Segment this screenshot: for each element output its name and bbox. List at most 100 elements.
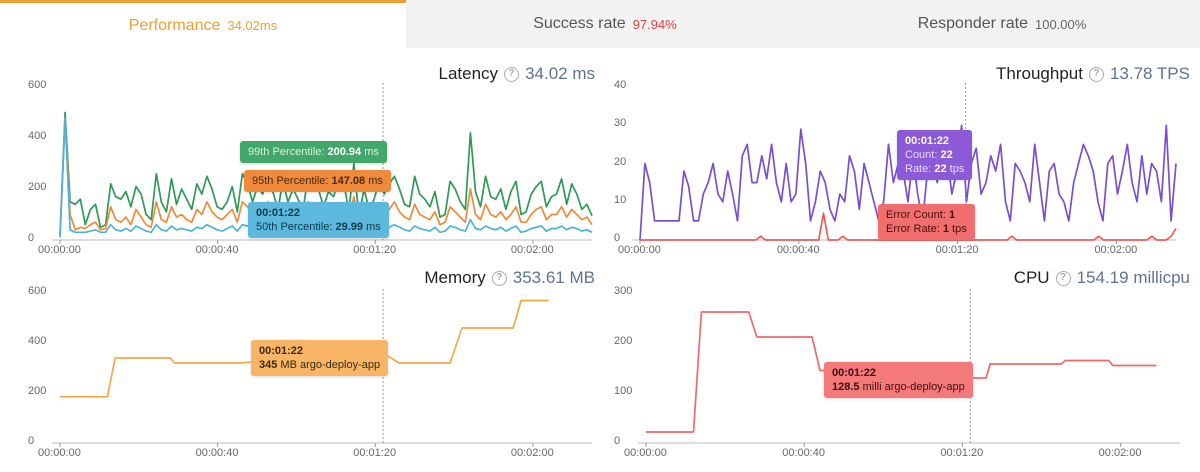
- y-tick-label: 20: [614, 155, 627, 168]
- y-tick-label: 200: [614, 335, 633, 347]
- p99-tooltip: 99th Percentile: 200.94 ms: [240, 141, 387, 163]
- chart-value: 13.78 TPS: [1109, 64, 1190, 83]
- tooltip-time: 00:01:22: [905, 135, 950, 147]
- tooltip-time: 00:01:22: [832, 367, 877, 379]
- y-tick-label: 40: [614, 79, 627, 91]
- x-tick-label: 00:00:40: [195, 244, 239, 256]
- y-tick-label: 30: [614, 117, 627, 130]
- tooltip-label: Count:: [905, 149, 938, 161]
- tooltip-value: 345: [259, 359, 278, 371]
- x-tick-label: 00:00:40: [782, 447, 826, 459]
- y-tick-label: 200: [28, 181, 47, 193]
- tab-label: Success rate: [533, 15, 626, 32]
- tab-label: Performance: [128, 16, 221, 34]
- series-line-99th-percentile[interactable]: [59, 111, 593, 235]
- throughput-chart: Throughput ? 13.78 TPS 00:01:22 Count: 2…: [610, 60, 1190, 260]
- p50-tooltip: 00:01:22 50th Percentile: 29.99 ms: [248, 202, 389, 238]
- chart-value: 353.61 MB: [512, 268, 595, 287]
- cpu-tooltip: 00:01:22 128.5 milli argo-deploy-app: [824, 362, 973, 398]
- tooltip-value: 22: [934, 163, 947, 175]
- y-tick-label: 400: [28, 335, 47, 347]
- x-tick-label: 00:00:00: [38, 447, 81, 459]
- tooltip-label: Rate:: [905, 163, 932, 175]
- tooltip-text: milli argo-deploy-app: [862, 381, 965, 393]
- help-icon[interactable]: ?: [1088, 66, 1104, 82]
- tooltip-value: 200.94: [327, 146, 362, 158]
- count-tooltip: 00:01:22 Count: 22 Rate: 22 tps: [897, 130, 973, 180]
- tooltip-value: 22: [940, 149, 953, 161]
- latency-header: Latency ? 34.02 ms: [439, 64, 595, 84]
- tab-value: 34.02ms: [227, 18, 278, 33]
- series-line-count[interactable]: [639, 124, 1177, 241]
- x-tick-label: 00:02:00: [510, 244, 554, 256]
- memory-header: Memory ? 353.61 MB: [424, 268, 595, 288]
- help-icon[interactable]: ?: [491, 270, 507, 286]
- metric-tabs: Performance 34.02ms Success rate 97.94% …: [0, 0, 1200, 48]
- x-tick-label: 00:02:00: [1098, 447, 1142, 459]
- tooltip-time: 00:01:22: [259, 345, 304, 357]
- tooltip-value: 1: [942, 223, 949, 235]
- y-tick-label: 200: [28, 385, 47, 397]
- tooltip-unit: ms: [366, 221, 381, 233]
- x-tick-label: 00:01:20: [353, 447, 397, 459]
- x-tick-label: 00:01:20: [353, 244, 397, 256]
- memory-tooltip: 00:01:22 345 MB argo-deploy-app: [251, 340, 389, 376]
- y-tick-label: 0: [614, 232, 621, 244]
- memory-chart: Memory ? 353.61 MB 00:01:22 345 MB argo-…: [10, 264, 600, 469]
- tooltip-unit: ms: [368, 175, 383, 187]
- tab-performance[interactable]: Performance 34.02ms: [0, 0, 406, 48]
- throughput-header: Throughput ? 13.78 TPS: [996, 64, 1190, 84]
- chart-title: Throughput: [996, 64, 1083, 83]
- x-tick-label: 00:01:20: [935, 244, 979, 256]
- tab-responder-rate[interactable]: Responder rate 100.00%: [804, 0, 1200, 48]
- tooltip-unit: tps: [952, 223, 967, 235]
- chart-canvas: [632, 83, 1177, 244]
- tab-success-rate[interactable]: Success rate 97.94%: [406, 0, 804, 48]
- y-tick-label: 0: [614, 435, 621, 447]
- tooltip-label: 99th Percentile:: [248, 146, 325, 158]
- tooltip-value: 147.08: [331, 175, 366, 187]
- tab-label: Responder rate: [917, 15, 1028, 32]
- x-tick-label: 00:00:00: [624, 447, 667, 459]
- x-tick-label: 00:00:40: [195, 447, 239, 459]
- tab-value: 100.00%: [1034, 16, 1087, 32]
- tab-value: 97.94%: [632, 16, 677, 32]
- error-tooltip: Error Count: 1 Error Rate: 1 tps: [878, 204, 975, 240]
- tooltip-value: 29.99: [335, 221, 364, 233]
- cpu-header: CPU ? 154.19 millicpu: [1014, 268, 1190, 288]
- help-icon[interactable]: ?: [1055, 270, 1071, 286]
- tooltip-unit: tps: [949, 163, 965, 175]
- tooltip-unit: ms: [364, 146, 379, 158]
- y-tick-label: 0: [28, 232, 35, 244]
- y-tick-label: 600: [28, 79, 47, 91]
- series-line-error-count[interactable]: [640, 212, 1177, 241]
- x-tick-label: 00:00:00: [38, 244, 81, 256]
- y-tick-label: 600: [28, 285, 47, 297]
- tooltip-time: 00:01:22: [256, 207, 301, 219]
- x-tick-label: 00:02:00: [1094, 244, 1138, 256]
- cpu-chart: CPU ? 154.19 millicpu 00:01:22 128.5 mil…: [610, 264, 1190, 469]
- tooltip-value: 128.5: [832, 381, 860, 393]
- y-tick-label: 300: [614, 285, 633, 297]
- y-tick-label: 100: [614, 385, 633, 397]
- x-tick-label: 00:01:20: [940, 447, 984, 459]
- tooltip-text: MB argo-deploy-app: [280, 359, 381, 371]
- p95-tooltip: 95th Percentile: 147.08 ms: [244, 170, 391, 192]
- y-tick-label: 0: [28, 435, 35, 447]
- y-tick-label: 10: [614, 193, 627, 206]
- tooltip-label: 50th Percentile:: [256, 221, 333, 233]
- chart-value: 154.19 millicpu: [1076, 268, 1190, 287]
- chart-title: Latency: [438, 64, 499, 83]
- x-tick-label: 00:00:00: [618, 244, 661, 256]
- x-tick-label: 00:02:00: [510, 447, 554, 459]
- x-tick-label: 00:00:40: [776, 244, 820, 256]
- tooltip-label: Error Rate:: [886, 223, 940, 235]
- chart-value: 34.02 ms: [525, 64, 595, 83]
- tooltip-label: Error Count:: [886, 209, 946, 221]
- chart-title: CPU: [1013, 268, 1050, 287]
- chart-title: Memory: [424, 268, 486, 287]
- help-icon[interactable]: ?: [504, 66, 520, 82]
- tooltip-label: 95th Percentile:: [252, 175, 329, 187]
- y-tick-label: 400: [28, 130, 47, 142]
- tooltip-value: 1: [948, 209, 956, 221]
